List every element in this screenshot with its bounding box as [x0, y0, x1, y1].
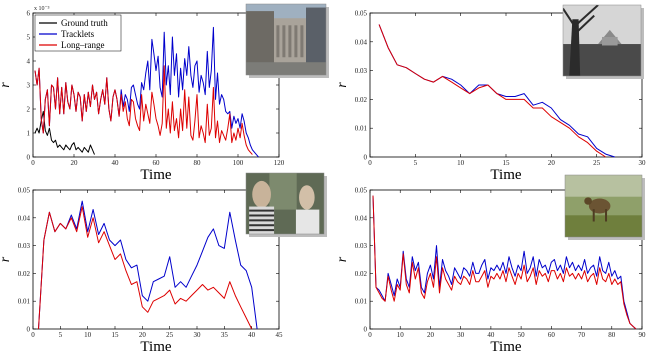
x-tick-label: 10 [84, 331, 92, 339]
legend-entry: Tracklets [61, 29, 95, 39]
y-tick-label: 0.01 [355, 125, 368, 133]
y-tick-label: 0.05 [355, 10, 368, 18]
series-line-tracklets [38, 200, 258, 330]
y-tick-label: 0.05 [18, 187, 31, 195]
x-tick-label: 60 [548, 331, 556, 339]
y-tick-label: 5 [27, 34, 31, 42]
y-axis-label: r [0, 256, 13, 262]
x-tick-label: 60 [153, 159, 161, 167]
x-tick-label: 40 [487, 331, 495, 339]
y-axis-label: r [0, 82, 13, 88]
x-tick-label: 15 [112, 331, 120, 339]
y-tick-label: 0.02 [355, 270, 368, 278]
y-tick-label: 0 [27, 326, 31, 334]
x-tick-label: 5 [59, 331, 63, 339]
y-tick-label: 0.03 [355, 67, 368, 75]
y-tick-label: 0 [364, 326, 368, 334]
series-line-long-range [378, 24, 606, 158]
x-tick-label: 10 [397, 331, 405, 339]
y-tick-label: 3 [27, 82, 31, 90]
x-axis-label: Time [490, 167, 521, 183]
y-tick-label: 0.04 [18, 214, 31, 222]
series-line-long-range [34, 65, 253, 155]
series-line-tracklets [372, 195, 637, 330]
y-tick-label: 2 [27, 106, 31, 114]
y-tick-label: 0 [364, 154, 368, 162]
x-tick-label: 5 [414, 159, 418, 167]
animal-in-field-photo-icon [564, 174, 645, 240]
y-tick-label: 0.02 [355, 96, 368, 104]
x-tick-label: 0 [31, 159, 35, 167]
y-tick-label: 0.04 [355, 38, 368, 46]
x-axis-label: Time [490, 339, 521, 355]
x-tick-label: 30 [457, 331, 465, 339]
y-tick-label: 6 [27, 10, 31, 18]
y-tick-label: 0.03 [18, 242, 31, 250]
y-axis-label: r [335, 256, 350, 262]
x-tick-label: 0 [368, 159, 372, 167]
x-tick-label: 90 [639, 331, 647, 339]
city-street-photo-icon [245, 3, 329, 78]
y-tick-label: 0.01 [355, 298, 368, 306]
y-tick-label: 0.05 [355, 187, 368, 195]
chart-panel-2: 0 5 10 15 20 25 30 0 0.01 0.02 0.03 0.04 0.05 Time r [335, 10, 646, 184]
chart-panel-1: 0 20 40 60 80 100 120 0 1 2 3 4 5 6x 10⁻³ Time r Ground … [0, 6, 285, 183]
series-line-long-range [372, 195, 637, 330]
x-tick-label: 70 [578, 331, 586, 339]
chart-panel-3: 0 5 10 15 20 25 30 35 40 45 0 0.01 0.02 0.03 0.04 0.05 T… [0, 187, 283, 355]
x-tick-label: 45 [276, 331, 284, 339]
x-tick-label: 50 [518, 331, 526, 339]
y-tick-label: 0.03 [355, 242, 368, 250]
series-line-ground-truth [34, 110, 95, 155]
x-tick-label: 25 [593, 159, 601, 167]
y-tick-label: 0.01 [18, 298, 31, 306]
x-tick-label: 40 [112, 159, 120, 167]
x-tick-label: 40 [248, 331, 256, 339]
x-tick-label: 25 [166, 331, 174, 339]
legend-entry: Ground truth [61, 18, 108, 28]
x-tick-label: 20 [71, 159, 79, 167]
x-tick-label: 35 [221, 331, 229, 339]
x-tick-label: 80 [608, 331, 616, 339]
y-tick-label: 0.04 [355, 214, 368, 222]
x-tick-label: 20 [427, 331, 435, 339]
x-tick-label: 0 [31, 331, 35, 339]
tree-and-houses-photo-icon [562, 4, 644, 79]
x-axis-label: Time [140, 167, 171, 183]
y-axis-label: r [335, 82, 350, 88]
y-tick-label: 1 [27, 130, 31, 138]
y-tick-label: 4 [27, 58, 31, 66]
x-tick-label: 0 [368, 331, 372, 339]
x-tick-label: 100 [233, 159, 244, 167]
x-tick-label: 15 [503, 159, 511, 167]
plot-area [32, 189, 280, 330]
x-tick-label: 30 [194, 331, 202, 339]
legend-entry: Long–range [61, 40, 104, 50]
x-axis-label: Time [140, 339, 171, 355]
x-tick-label: 30 [639, 159, 647, 167]
y-tick-label: 0.02 [18, 270, 31, 278]
x-tick-label: 80 [194, 159, 202, 167]
x-tick-label: 120 [274, 159, 285, 167]
axis-scale-note: x 10⁻³ [34, 6, 50, 12]
x-tick-label: 20 [548, 159, 556, 167]
series-line-long-range [38, 206, 253, 330]
x-tick-label: 10 [457, 159, 465, 167]
two-people-photo-icon [245, 172, 327, 237]
x-tick-label: 20 [139, 331, 147, 339]
y-tick-label: 0 [27, 154, 31, 162]
